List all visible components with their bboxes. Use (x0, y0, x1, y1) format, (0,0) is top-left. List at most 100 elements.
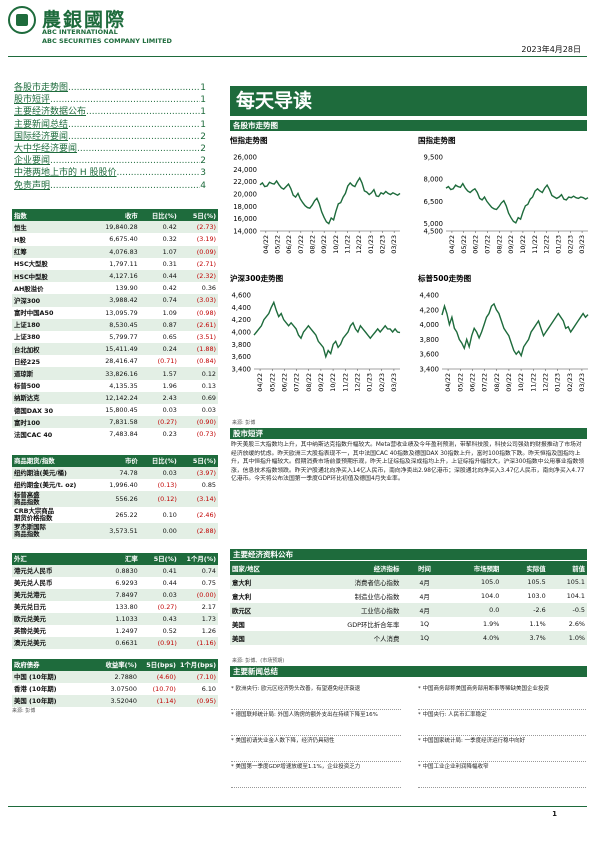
x-tick-label: 06/22 (472, 235, 480, 254)
table-cell: (0.27) (157, 602, 177, 611)
x-tick-label: 10/22 (329, 373, 337, 392)
toc-item-label[interactable]: 企业要闻 (14, 156, 51, 167)
toc-item[interactable]: 股市短评....................................… (14, 94, 206, 106)
table-cell: HSC大型股 (14, 260, 48, 269)
table-cell: -2.6 (501, 603, 548, 617)
table-cell: 139.90 (115, 284, 138, 293)
table-cell: 1.0% (547, 631, 587, 645)
toc-item[interactable]: 中港两地上市的 H 股股价...........................… (14, 167, 206, 179)
toc-item-label[interactable]: 主要经济数据公布 (14, 107, 87, 118)
x-tick-label: 03/23 (578, 373, 586, 392)
y-tick-label: 14,000 (233, 228, 257, 236)
toc-item-label[interactable]: 主要新闻总结 (14, 119, 69, 130)
table-cell: (2.73) (178, 221, 218, 234)
table-row: 道琼斯 33,826.16 1.57 0.12 (12, 367, 218, 380)
table-cell: 美国 (10年期) (12, 694, 90, 707)
toc-item[interactable]: 各股市走势图..................................… (14, 82, 206, 94)
table-cell: 12,142.24 (90, 391, 140, 404)
table-row: 纳斯达克 12,142.24 2.43 0.69 (12, 391, 218, 404)
y-tick-label: 4,500 (424, 228, 443, 236)
table-cell: 1.9% (483, 620, 500, 628)
x-tick-label: 10/22 (517, 373, 525, 392)
table-cell: (0.12) (139, 490, 179, 507)
news-item[interactable]: * 美国初请失业金人数下降，经济仍具韧性 (231, 736, 401, 762)
table-cell: 0.03 (139, 466, 179, 479)
series-line (259, 176, 401, 225)
bond-source: 来源: 彭博 (12, 707, 36, 714)
table-header-row: 外汇 汇率 5日(%) 1个月(%) (12, 552, 218, 565)
toc-leader: ........................................… (50, 95, 200, 106)
table-header-cell: 国家/地区 (230, 561, 280, 575)
x-tick-label: 04/22 (444, 373, 452, 392)
x-tick-label: 07/22 (481, 373, 489, 392)
x-tick-label: 09/22 (505, 373, 513, 392)
toc-item[interactable]: 主要新闻总结..................................… (14, 119, 206, 131)
x-tick-label: 10/22 (519, 235, 527, 254)
toc-item[interactable]: 国际经济要闻..................................… (14, 131, 206, 143)
news-item[interactable]: * 中国商务部称美国商务部用断事等稀缺美国企业投资 (418, 684, 586, 710)
table-cell: (0.95) (177, 694, 218, 707)
table-cell: 工业信心指数 (279, 603, 402, 617)
table-cell: 意大利 (230, 575, 280, 589)
toc-item[interactable]: 大中华经济要闻.................................… (14, 143, 206, 155)
table-cell: 0.31 (162, 259, 177, 268)
table-cell: 0.75 (201, 578, 216, 587)
toc-item-label[interactable]: 免责声明 (14, 180, 51, 191)
table-cell: 0.32 (162, 235, 177, 244)
news-item[interactable]: * 中国国家统计局: 一季度经济运行稳中向好 (418, 736, 586, 762)
table-cell: 4.0% (447, 631, 502, 645)
table-cell: 6.9293 (115, 578, 138, 587)
table-cell: -0.5 (547, 603, 587, 617)
table-header-cell: 市场预期 (447, 561, 502, 575)
toc-item[interactable]: 免责声明....................................… (14, 180, 206, 192)
toc-item-label[interactable]: 国际经济要闻 (14, 131, 69, 142)
index-table: 指数 收市 日比(%) 5日(%) 恒生 19,840.28 0.42 (2.73) H股 6,6… (12, 209, 218, 441)
table-cell: 0.74 (178, 564, 218, 577)
table-header-cell: 前值 (547, 561, 587, 575)
x-tick-label: 09/22 (320, 235, 328, 254)
x-tick-label: 01/23 (367, 235, 375, 254)
toc-item[interactable]: 企业要闻....................................… (14, 155, 206, 167)
table-cell: (3.51) (196, 332, 216, 341)
toc-item[interactable]: 主要经济数据公布................................… (14, 106, 206, 118)
table-cell: 0.44 (139, 269, 179, 283)
table-cell: 1.09 (162, 308, 177, 317)
table-cell: 意大利 (232, 592, 252, 601)
x-tick-label: 07/22 (483, 235, 491, 254)
news-item[interactable]: * 中国央行: 人民币汇率稳定 (418, 710, 586, 736)
news-item[interactable]: * 中国工业企业利润降幅收窄 (418, 762, 586, 788)
table-cell: 105.0 (447, 575, 502, 589)
toc-leader: ........................................… (77, 144, 201, 155)
table-cell: 1.26 (201, 626, 216, 635)
chart-title: 国指走势图 (418, 135, 456, 145)
y-tick-label: 3,600 (232, 353, 251, 361)
table-row: CRB大宗商品 期货价格指数 265.22 0.10 (2.46) (12, 507, 218, 523)
toc-item-label[interactable]: 中港两地上市的 H 股股价 (14, 168, 117, 179)
x-tick-label: 05/22 (460, 235, 468, 254)
table-cell: 沪深300 (12, 294, 91, 307)
table-cell: 15,800.45 (105, 406, 138, 415)
table-cell: 0.42 (162, 284, 177, 293)
x-tick-label: 01/23 (366, 373, 374, 392)
table-cell: GDP环比折合年率 (347, 620, 400, 629)
y-tick-label: 4,200 (232, 316, 251, 324)
toc-item-label[interactable]: 股市短评 (14, 95, 51, 106)
charts-section-header: 各股市走势图 (230, 120, 587, 131)
x-tick-label: 12/22 (355, 235, 363, 254)
chart-title: 沪深300走势图 (230, 273, 284, 283)
table-row: 沪深300 3,988.42 0.74 (3.03) (12, 294, 218, 307)
toc-item-label[interactable]: 各股市走势图 (14, 83, 69, 93)
news-item[interactable]: * 欧洲央行: 欧元区经济势头改善，有望避免经济衰退 (231, 684, 401, 710)
x-tick-label: 11/22 (531, 235, 539, 254)
table-row: 美国 个人消费 1Q 4.0% 3.7% 1.0% (230, 631, 587, 645)
series-line (441, 302, 589, 358)
news-section-header: 主要新闻总结 (230, 666, 587, 677)
x-tick-label: 12/22 (353, 373, 361, 392)
table-cell: (1.16) (178, 636, 218, 649)
table-cell: (10.70) (152, 684, 176, 693)
table-row: 日经225 28,416.47 (0.71) (0.84) (12, 355, 218, 367)
news-item[interactable]: * 德国联邦统计局: 外国人购房的额外支出在持续下降至16% (231, 710, 401, 736)
news-item[interactable]: * 美国第一季度GDP增速放缓至1.1%，企业投资乏力 (231, 762, 401, 788)
table-row: 标普高盛 商品指数 556.26 (0.12) (3.14) (12, 490, 218, 507)
toc-item-label[interactable]: 大中华经济要闻 (14, 144, 78, 155)
